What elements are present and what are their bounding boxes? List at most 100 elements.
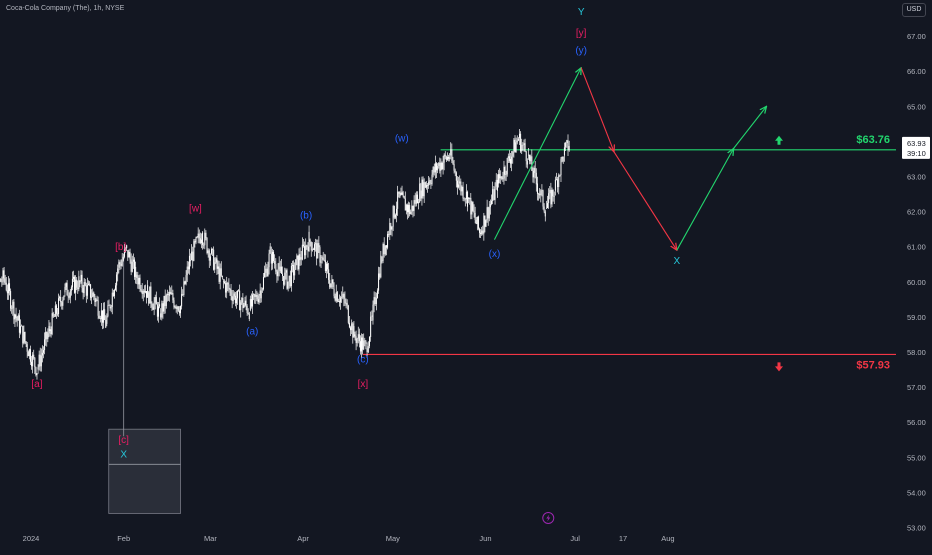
candle-body xyxy=(247,306,248,313)
candle-body xyxy=(400,193,401,195)
candle-body xyxy=(106,316,107,324)
candle-body xyxy=(183,281,184,295)
candle-body xyxy=(250,299,251,310)
candle-body xyxy=(54,316,55,317)
candle-body xyxy=(309,232,310,251)
candle-body xyxy=(381,261,382,262)
candle-body xyxy=(271,254,272,264)
price-tick-label: 65.00 xyxy=(907,102,926,111)
candle-body xyxy=(449,157,450,158)
candle-body xyxy=(275,264,276,272)
candle-body xyxy=(544,207,545,212)
candle-body xyxy=(256,295,257,299)
candle-body xyxy=(132,262,133,272)
candle-body xyxy=(339,301,340,302)
candle-body xyxy=(276,272,277,277)
candle-body xyxy=(231,289,232,296)
candle-body xyxy=(471,202,472,214)
candle-body xyxy=(66,283,67,287)
candle-body xyxy=(142,291,143,294)
candle-body xyxy=(243,305,244,308)
candle-body xyxy=(160,313,161,317)
candle-body xyxy=(437,166,438,170)
candle-body xyxy=(194,241,195,242)
candle-body xyxy=(427,185,428,186)
candle-body xyxy=(360,341,361,351)
candle-body xyxy=(131,259,132,271)
candle-body xyxy=(164,296,165,312)
candle-body xyxy=(190,260,191,261)
candle-body xyxy=(187,267,188,276)
candle-body xyxy=(201,240,202,243)
candle-body xyxy=(282,274,283,276)
candle-body xyxy=(444,155,445,163)
candle-body xyxy=(111,307,112,308)
candle-body xyxy=(436,163,437,170)
candle-body xyxy=(172,293,173,300)
wave-label: (x) xyxy=(489,249,501,260)
candle-body xyxy=(566,140,567,143)
time-tick-label: Aug xyxy=(661,534,674,543)
candle-body xyxy=(161,303,162,317)
candle-body xyxy=(468,198,469,200)
candle-body xyxy=(145,291,146,292)
candle-body xyxy=(371,316,372,317)
candle-body xyxy=(31,362,32,366)
candle-body xyxy=(240,302,241,310)
candle-body xyxy=(369,337,370,346)
candle-body xyxy=(215,258,216,262)
candle-body xyxy=(390,226,391,230)
candle-body xyxy=(501,176,502,179)
candle-body xyxy=(335,296,336,300)
candle-body xyxy=(328,269,329,280)
candle-body xyxy=(467,192,468,207)
candle-body xyxy=(27,344,28,352)
candle-body xyxy=(469,198,470,199)
candle-body xyxy=(538,194,539,195)
candle-body xyxy=(30,349,31,361)
wave-label: Y xyxy=(578,7,585,18)
candle-body xyxy=(305,245,306,255)
candle-body xyxy=(33,355,34,358)
candle-body xyxy=(383,244,384,261)
candle-body xyxy=(424,182,425,196)
candle-body xyxy=(46,332,47,339)
candle-body xyxy=(375,297,376,304)
candle-body xyxy=(470,198,471,215)
candle-body xyxy=(515,140,516,153)
candle-body xyxy=(307,247,308,252)
candle-body xyxy=(489,207,490,218)
candle-body xyxy=(97,300,98,301)
candle-body xyxy=(41,356,42,367)
candle-body xyxy=(101,310,102,319)
candle-body xyxy=(224,282,225,283)
candle-body xyxy=(64,287,65,292)
candle-body xyxy=(426,185,427,188)
candle-body xyxy=(191,252,192,261)
price-tick-label: 56.00 xyxy=(907,418,926,427)
candle-body xyxy=(158,306,159,316)
candle-body xyxy=(228,284,229,289)
candle-body xyxy=(415,200,416,204)
candle-body xyxy=(197,237,198,238)
candle-body xyxy=(157,304,158,316)
candle-body xyxy=(364,341,365,342)
time-tick-label: 2024 xyxy=(23,534,40,543)
candle-body xyxy=(361,338,362,352)
candle-body xyxy=(358,334,359,338)
currency-button[interactable]: USD xyxy=(902,3,926,17)
wave-label: (a) xyxy=(246,326,258,337)
candle-body xyxy=(429,180,430,184)
candle-body xyxy=(428,182,429,186)
candle-body xyxy=(508,156,509,158)
candle-body xyxy=(8,283,9,293)
candle-body xyxy=(451,149,452,160)
candle-body xyxy=(458,184,459,187)
candle-body xyxy=(405,199,406,211)
candle-body xyxy=(491,201,492,204)
candle-body xyxy=(105,320,106,328)
candle-body xyxy=(326,264,327,271)
candle-body xyxy=(155,297,156,303)
